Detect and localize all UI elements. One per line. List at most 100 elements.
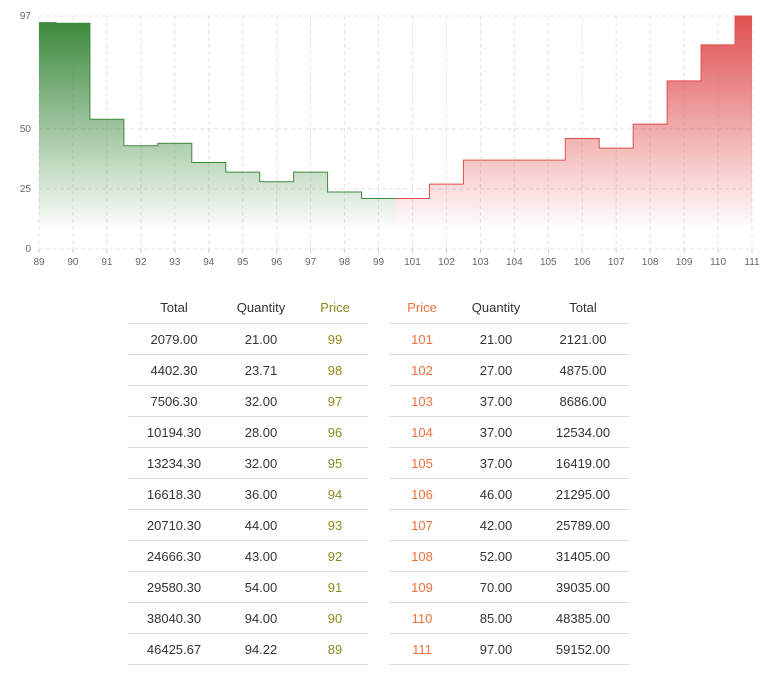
ask-total-cell: 25789.00 [537,509,629,541]
bid-total-cell: 13234.30 [128,447,220,479]
ask-depth-area [395,16,752,249]
ask-price-cell: 110 [389,602,455,634]
bid-row: 38040.30 94.00 90 [128,602,368,634]
ask-quantity-cell: 52.00 [455,540,537,572]
ask-row: 108 52.00 31405.00 [389,540,629,572]
x-tick-label: 107 [608,257,625,268]
ask-price-header: Price [389,292,455,324]
ask-row: 110 85.00 48385.00 [389,602,629,634]
ask-price-cell: 109 [389,571,455,603]
bid-price-cell: 97 [302,385,368,417]
bid-order-table: Total Quantity Price 2079.00 21.00 99 4402… [128,292,368,665]
ask-row: 111 97.00 59152.00 [389,633,629,665]
bid-row: 24666.30 43.00 92 [128,540,368,572]
x-tick-label: 98 [339,257,351,268]
x-tick-label: 103 [472,257,489,268]
bid-price-cell: 95 [302,447,368,479]
bid-quantity-cell: 32.00 [220,385,302,417]
ask-quantity-cell: 85.00 [455,602,537,634]
ask-price-cell: 111 [389,633,455,665]
ask-row: 103 37.00 8686.00 [389,385,629,417]
ask-row: 105 37.00 16419.00 [389,447,629,479]
ask-row: 102 27.00 4875.00 [389,354,629,386]
x-tick-label: 90 [67,257,79,268]
x-tick-label: 97 [305,257,317,268]
ask-quantity-cell: 37.00 [455,447,537,479]
bid-row: 46425.67 94.22 89 [128,633,368,665]
ask-total-header: Total [537,292,629,324]
ask-quantity-cell: 70.00 [455,571,537,603]
bid-row: 20710.30 44.00 93 [128,509,368,541]
chart-series [39,15,752,250]
ask-row: 107 42.00 25789.00 [389,509,629,541]
x-tick-label: 105 [540,257,557,268]
bid-total-cell: 16618.30 [128,478,220,510]
x-tick-label: 96 [271,257,283,268]
bid-row: 29580.30 54.00 91 [128,571,368,603]
bid-total-cell: 7506.30 [128,385,220,417]
bid-quantity-cell: 43.00 [220,540,302,572]
ask-price-cell: 103 [389,385,455,417]
bid-price-cell: 93 [302,509,368,541]
ask-quantity-cell: 97.00 [455,633,537,665]
x-tick-label: 109 [676,257,693,268]
bid-total-cell: 2079.00 [128,323,220,355]
ask-total-cell: 2121.00 [537,323,629,355]
bid-quantity-cell: 28.00 [220,416,302,448]
bid-row: 10194.30 28.00 96 [128,416,368,448]
x-tick-label: 99 [373,257,385,268]
x-tick-label: 95 [237,257,249,268]
y-tick-label: 50 [20,124,32,135]
ask-row: 106 46.00 21295.00 [389,478,629,510]
bid-quantity-cell: 21.00 [220,323,302,355]
bid-total-cell: 20710.30 [128,509,220,541]
bid-quantity-cell: 44.00 [220,509,302,541]
ask-price-cell: 105 [389,447,455,479]
ask-quantity-cell: 21.00 [455,323,537,355]
bid-price-cell: 99 [302,323,368,355]
ask-total-cell: 12534.00 [537,416,629,448]
bid-price-header: Price [302,292,368,324]
x-tick-label: 93 [169,257,181,268]
bid-price-cell: 98 [302,354,368,386]
x-tick-label: 101 [404,257,421,268]
bid-total-header: Total [128,292,220,324]
depth-chart: 89 90 91 92 93 94 95 96 97 98 99 101 102 103 104 105 106… [20,11,760,268]
ask-quantity-cell: 37.00 [455,385,537,417]
chart-grid [38,15,753,250]
x-tick-label: 92 [135,257,147,268]
ask-header-row: Price Quantity Total [389,292,629,324]
bid-row: 13234.30 32.00 95 [128,447,368,479]
ask-row: 104 37.00 12534.00 [389,416,629,448]
bid-quantity-header: Quantity [220,292,302,324]
ask-total-cell: 4875.00 [537,354,629,386]
bid-total-cell: 24666.30 [128,540,220,572]
bid-row: 16618.30 36.00 94 [128,478,368,510]
bid-total-cell: 29580.30 [128,571,220,603]
x-tick-label: 108 [642,257,659,268]
x-tick-label: 102 [438,257,455,268]
x-tick-label: 104 [506,257,523,268]
ask-total-cell: 48385.00 [537,602,629,634]
ask-price-cell: 101 [389,323,455,355]
bid-price-cell: 94 [302,478,368,510]
y-tick-label: 25 [20,184,32,195]
bid-price-cell: 90 [302,602,368,634]
bid-quantity-cell: 36.00 [220,478,302,510]
y-tick-label: 97 [20,11,32,22]
ask-total-cell: 31405.00 [537,540,629,572]
bid-total-cell: 10194.30 [128,416,220,448]
x-tick-label: 91 [101,257,113,268]
chart-axes: 89 90 91 92 93 94 95 96 97 98 99 101 102 103 104 105 106… [20,11,760,268]
y-tick-label: 0 [25,244,31,255]
ask-quantity-cell: 27.00 [455,354,537,386]
bid-price-cell: 92 [302,540,368,572]
ask-price-cell: 107 [389,509,455,541]
bid-quantity-cell: 23.71 [220,354,302,386]
bid-price-cell: 96 [302,416,368,448]
ask-price-cell: 104 [389,416,455,448]
bid-quantity-cell: 54.00 [220,571,302,603]
ask-price-cell: 106 [389,478,455,510]
ask-quantity-cell: 46.00 [455,478,537,510]
bid-header-row: Total Quantity Price [128,292,368,324]
